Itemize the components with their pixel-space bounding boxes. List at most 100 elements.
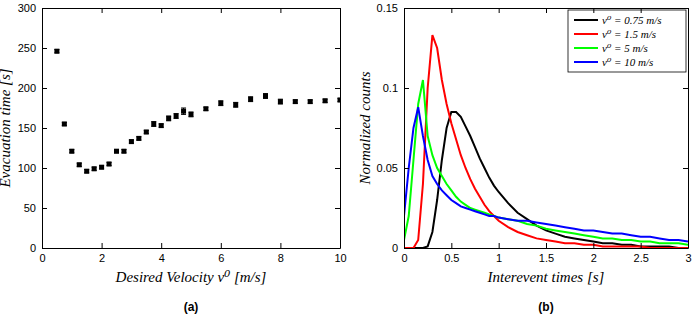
data-point [248,97,253,102]
y-tick-label: 150 [18,122,36,134]
y-tick: 0 [30,242,47,254]
y-tick-mark [42,48,47,49]
y-tick: 100 [18,162,47,174]
legend-label: v⁰ = 10 m/s [602,56,653,68]
y-tick: 150 [18,122,47,134]
y-axis: 050100150200250300 [18,2,47,254]
x-tick: 2.5 [634,243,649,264]
y-tick-label: 0.05 [377,162,398,174]
y-tick-mark [42,208,47,209]
x-tick-top [280,8,281,13]
x-tick-mark [641,243,642,248]
data-point [159,123,164,128]
y-tick-mark [404,88,409,89]
x-axis-top [405,8,689,13]
x-tick: 1.5 [539,243,554,264]
x-axis-line [43,248,341,249]
legend-label: v⁰ = 5 m/s [602,42,648,54]
data-point [181,109,186,114]
x-tick-label: 1.5 [539,252,554,264]
series-line [404,80,688,245]
data-point [136,136,141,141]
x-tick-top [593,8,594,13]
data-point [218,101,223,106]
data-point [69,149,74,154]
y-tick-mark [335,88,340,89]
error-bar [308,100,313,103]
x-tick-label: 2.5 [634,252,649,264]
x-tick-label: 1 [496,252,502,264]
x-tick: 2 [99,243,105,264]
y-axis-right [683,9,689,249]
x-tick-mark [451,8,452,13]
x-tick: 1 [496,243,502,264]
y-tick-mark [335,248,340,249]
x-tick-mark [102,8,103,13]
x-axis: 0 0.5 1 1.5 2 2.5 3 [401,243,691,264]
y-tick-mark [404,248,409,249]
data-point [151,122,156,127]
x-tick-label: 3 [685,252,691,264]
error-bar [174,114,179,119]
y-tick-label: 300 [18,2,36,14]
data-point [62,122,67,127]
x-tick-mark [221,243,222,248]
y-tick-mark [404,168,409,169]
legend: v⁰ = 0.75 m/sv⁰ = 1.5 m/sv⁰ = 5 m/sv⁰ = … [568,10,686,72]
y-tick-label: 50 [24,202,36,214]
y-tick: 300 [18,2,47,14]
y-tick-label: 200 [18,82,36,94]
y-tick-right [335,88,340,89]
x-axis-top [43,8,341,13]
data-point [189,112,194,117]
x-tick-label: 0.5 [444,252,459,264]
y-tick-right [335,248,340,249]
chart-panel: v⁰ = 0.75 m/sv⁰ = 1.5 m/sv⁰ = 5 m/sv⁰ = … [357,2,692,314]
y-tick-mark [42,88,47,89]
data-point [144,130,149,135]
y-tick-right [683,8,688,9]
figure: 0246810050100150200250300Desired Velocit… [0,0,694,318]
x-tick-top [641,8,642,13]
frame-right [688,9,689,249]
error-bar [203,107,208,110]
x-tick-label: 10 [334,252,346,264]
x-tick-top [221,8,222,13]
y-tick-right [683,88,688,89]
y-axis-right [335,9,341,249]
y-tick-mark [335,48,340,49]
data-point [338,98,341,103]
y-tick-label: 0 [392,242,398,254]
legend-swatch [574,61,598,63]
data-point [114,149,119,154]
error-bar [77,163,82,166]
error-bar [233,102,238,107]
x-tick-top [161,8,162,13]
x-tick-mark [593,8,594,13]
y-tick-mark [683,168,688,169]
error-bar [166,116,171,121]
x-tick-label: 0 [401,252,407,264]
error-bar [54,50,59,53]
x-tick: 2 [591,243,597,264]
y-tick-mark [335,208,340,209]
y-tick-right [335,128,340,129]
y-tick-label: 0.1 [383,82,398,94]
y-tick: 50 [24,202,47,214]
x-tick-mark [102,243,103,248]
error-bar [84,170,89,173]
y-tick-mark [42,8,47,9]
error-bar-cap [181,108,186,109]
legend-box [568,10,686,72]
x-tick: 0.5 [444,243,459,264]
x-tick: 6 [218,243,224,264]
y-tick-mark [42,128,47,129]
x-tick-mark [593,243,594,248]
data-point [77,162,82,167]
data-point [121,149,126,154]
x-tick-label: 6 [218,252,224,264]
y-tick-right [335,208,340,209]
y-tick-right [335,8,340,9]
y-tick-label: 100 [18,162,36,174]
series-line [404,107,688,241]
